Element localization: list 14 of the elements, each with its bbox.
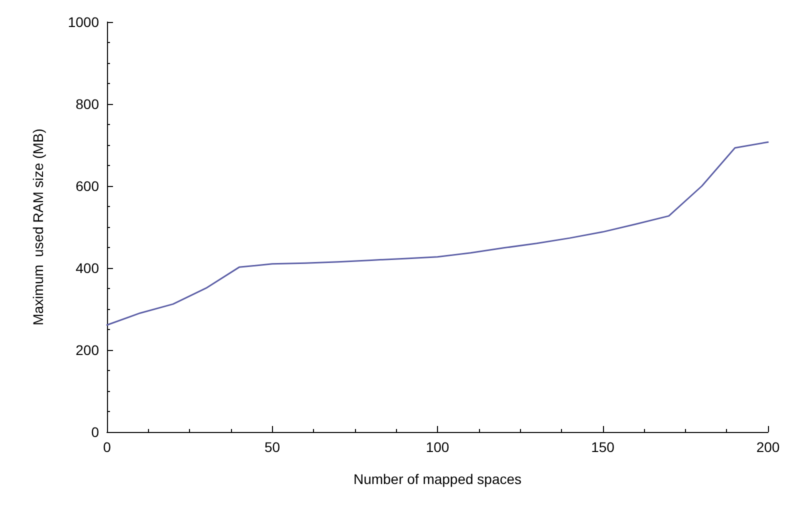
x-tick-label: 0: [103, 439, 112, 455]
y-tick-label: 1000: [68, 14, 100, 30]
x-axis-title: Number of mapped spaces: [353, 471, 522, 487]
x-tick-label: 200: [756, 439, 780, 455]
y-axis-title: Maximum used RAM size (MB): [30, 128, 46, 326]
y-tick-label: 400: [76, 260, 100, 276]
y-tick-label: 200: [76, 342, 100, 358]
x-tick-label: 150: [591, 439, 615, 455]
x-tick-label: 50: [264, 439, 280, 455]
x-tick-label: 100: [426, 439, 450, 455]
y-tick-label: 600: [76, 178, 100, 194]
y-tick-label: 800: [76, 96, 100, 112]
y-tick-label: 0: [91, 424, 100, 440]
line-series: [106, 141, 769, 326]
